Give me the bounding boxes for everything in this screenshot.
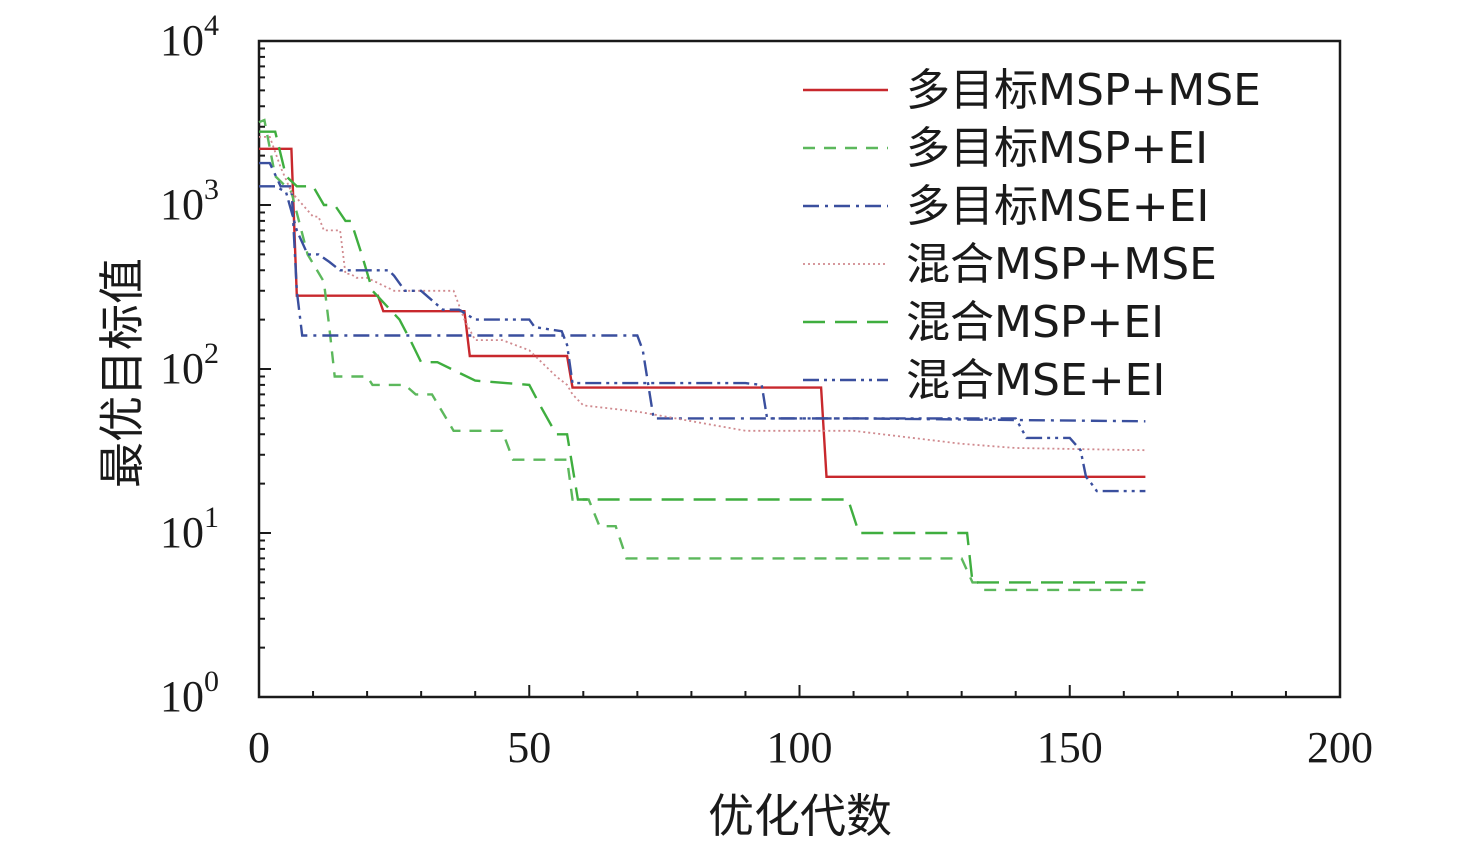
series-line-4 [259, 136, 1146, 452]
y-tick-base: 10 [160, 180, 204, 229]
y-tick-base: 10 [160, 672, 204, 721]
legend-label-5: 混合MSP+EI [906, 297, 1164, 348]
x-axis-title: 优化代数 [708, 789, 892, 843]
legend: 多目标MSP+MSE 多目标MSP+EI 多目标MSE+EI 混合MSP+MSE 混合M… [803, 65, 1261, 406]
x-tick-label: 200 [1307, 723, 1373, 772]
y-tick-exponent: 1 [204, 501, 219, 534]
series-line-6 [259, 185, 1146, 493]
series-line-2 [258, 118, 1146, 592]
y-tick-exponent: 0 [204, 665, 219, 698]
y-tick-exponent: 3 [204, 173, 219, 206]
legend-label-3: 多目标MSE+EI [906, 181, 1209, 232]
series-line-5 [259, 130, 1146, 584]
y-tick-label: 103 [160, 173, 219, 229]
y-tick-label: 100 [160, 665, 219, 721]
y-tick-label: 101 [160, 501, 219, 557]
x-axis-ticks: 0 50 100 150 200 [248, 685, 1373, 772]
legend-label-1: 多目标MSP+MSE [906, 65, 1261, 116]
y-axis-title: 最优目标值 [95, 258, 149, 488]
x-tick-label: 100 [767, 723, 833, 772]
legend-label-2: 多目标MSP+EI [906, 123, 1208, 174]
plot-lines [258, 118, 1146, 592]
y-tick-exponent: 2 [204, 337, 219, 370]
x-tick-label: 150 [1037, 723, 1103, 772]
series-line-3 [259, 161, 1146, 423]
y-tick-label: 102 [160, 337, 219, 393]
y-tick-exponent: 4 [204, 9, 219, 42]
x-tick-label: 0 [248, 723, 270, 772]
y-tick-base: 10 [160, 16, 204, 65]
y-tick-label: 104 [160, 9, 219, 65]
x-tick-label: 50 [507, 723, 551, 772]
legend-label-4: 混合MSP+MSE [906, 239, 1217, 290]
y-tick-base: 10 [160, 344, 204, 393]
legend-label-6: 混合MSE+EI [906, 355, 1165, 406]
y-tick-base: 10 [160, 508, 204, 557]
